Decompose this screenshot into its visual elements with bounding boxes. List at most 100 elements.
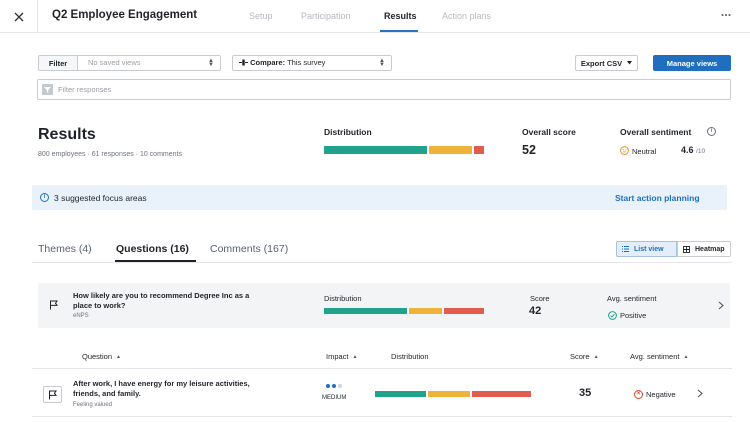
column-question-label: Question xyxy=(82,352,113,361)
summary-distribution-bar xyxy=(324,146,484,154)
row-question[interactable]: After work, I have energy for my leisure… xyxy=(73,379,250,399)
column-question[interactable]: Question ▲ xyxy=(82,352,121,361)
row-question-line2: friends, and family. xyxy=(73,389,141,398)
focus-areas-banner: i 3 suggested focus areas Start action p… xyxy=(32,185,727,210)
overall-score-value: 52 xyxy=(522,143,536,157)
compare-value: This survey xyxy=(287,58,326,67)
distribution-segment xyxy=(428,391,471,397)
flag-button[interactable] xyxy=(43,386,62,403)
row-distribution-bar xyxy=(375,391,531,397)
overall-sentiment-label: Overall sentiment xyxy=(620,127,692,137)
chevron-right-icon[interactable] xyxy=(697,389,703,398)
column-sentiment-label: Avg. sentiment xyxy=(630,352,680,361)
close-button[interactable] xyxy=(9,7,29,27)
flag-icon xyxy=(48,390,57,399)
distribution-segment xyxy=(408,308,443,314)
manage-views-button[interactable]: Manage views xyxy=(653,55,731,71)
compare-select[interactable]: Compare: This survey ▲ ▼ xyxy=(232,55,392,71)
list-view-label: List view xyxy=(634,245,664,253)
impact-dot xyxy=(338,384,342,388)
enps-category: eNPS xyxy=(73,313,89,319)
compare-prefix: Compare: xyxy=(250,58,286,67)
enps-sentiment-value: Positive xyxy=(620,311,647,320)
compare-icon xyxy=(239,59,248,66)
tab-results[interactable]: Results xyxy=(384,11,417,21)
list-view-button[interactable]: List view xyxy=(616,241,677,257)
more-options-button[interactable] xyxy=(718,9,734,23)
filter-button[interactable]: Filter xyxy=(38,55,78,71)
start-action-planning-link[interactable]: Start action planning xyxy=(615,193,700,203)
select-caret-icon: ▲ ▼ xyxy=(379,58,385,68)
filter-responses-input[interactable]: Filter responses xyxy=(37,79,731,100)
impact-dot xyxy=(332,384,336,388)
results-subtitle: 800 employees · 61 responses · 10 commen… xyxy=(38,151,182,158)
enps-question-line1: How likely are you to recommend Degree I… xyxy=(73,291,250,300)
survey-title: Q2 Employee Engagement xyxy=(52,9,198,21)
enps-question: How likely are you to recommend Degree I… xyxy=(73,291,249,311)
distribution-segment xyxy=(429,146,473,154)
list-icon xyxy=(622,246,629,252)
enps-card[interactable]: How likely are you to recommend Degree I… xyxy=(38,283,730,328)
distribution-segment xyxy=(324,308,407,314)
row-score: 35 xyxy=(579,387,592,399)
info-icon[interactable]: i xyxy=(707,127,716,136)
sort-icon: ▲ xyxy=(116,354,121,360)
filter-icon xyxy=(42,84,53,95)
tab-participation[interactable]: Participation xyxy=(301,11,351,21)
sentiment-score-value: 4.6 xyxy=(681,145,694,155)
tabs-divider xyxy=(32,262,732,263)
overall-score-label: Overall score xyxy=(522,127,576,137)
negative-icon: × xyxy=(634,390,643,399)
distribution-segment xyxy=(324,146,428,154)
distribution-segment xyxy=(444,308,484,314)
column-sentiment[interactable]: Avg. sentiment ▲ xyxy=(630,352,688,361)
row-category: Feeling valued xyxy=(73,402,113,408)
impact-dot xyxy=(326,384,330,388)
sort-icon: ▲ xyxy=(352,354,358,360)
enps-score-label: Score xyxy=(530,294,550,303)
tab-themes[interactable]: Themes (4) xyxy=(38,243,92,255)
close-icon xyxy=(14,12,24,22)
saved-views-select[interactable]: No saved views ▲ ▼ xyxy=(77,55,221,71)
impact-label: MEDIUM xyxy=(322,395,347,401)
row-sentiment: Negative xyxy=(646,390,676,399)
sentiment-score: 4.6 /10 xyxy=(681,145,705,155)
column-impact-label: Impact xyxy=(326,352,349,361)
sort-icon: ▲ xyxy=(593,354,599,360)
tab-action-plans[interactable]: Action plans xyxy=(442,11,492,21)
select-caret-icon: ▲ ▼ xyxy=(208,58,214,68)
saved-views-placeholder: No saved views xyxy=(88,58,141,67)
enps-distribution-label: Distribution xyxy=(324,294,362,303)
more-icon xyxy=(721,14,731,16)
active-tab-indicator xyxy=(380,30,418,32)
tab-setup[interactable]: Setup xyxy=(249,11,273,21)
sentiment-label: Neutral xyxy=(632,147,657,156)
column-score[interactable]: Score ▲ xyxy=(570,352,599,361)
column-score-label: Score xyxy=(570,352,590,361)
page-title: Results xyxy=(38,126,96,143)
flag-icon xyxy=(50,300,58,310)
active-subtab-indicator xyxy=(115,260,196,262)
distribution-segment xyxy=(474,146,484,154)
column-impact[interactable]: Impact ▲ xyxy=(326,352,357,361)
tab-comments[interactable]: Comments (167) xyxy=(210,243,289,255)
grid-icon xyxy=(683,245,690,253)
chevron-right-icon[interactable] xyxy=(718,301,724,310)
table-row-divider xyxy=(32,416,732,417)
focus-areas-text: 3 suggested focus areas xyxy=(54,193,147,203)
top-bar: Q2 Employee Engagement Setup Participati… xyxy=(0,0,750,33)
export-csv-button[interactable]: Export CSV xyxy=(575,55,638,71)
enps-distribution-bar xyxy=(324,308,484,314)
divider xyxy=(37,0,38,33)
impact-level-indicator xyxy=(326,384,342,388)
tab-questions[interactable]: Questions (16) xyxy=(116,243,189,255)
filter-responses-placeholder: Filter responses xyxy=(58,85,112,94)
heatmap-button[interactable]: Heatmap xyxy=(677,241,731,257)
row-question-line1: After work, I have energy for my leisure… xyxy=(73,379,250,388)
table-header-divider xyxy=(32,368,732,369)
enps-sentiment-label: Avg. sentiment xyxy=(607,294,657,303)
enps-question-line2: place to work? xyxy=(73,301,126,310)
chevron-down-icon xyxy=(627,61,633,65)
distribution-segment xyxy=(375,391,427,397)
info-icon: i xyxy=(40,193,49,202)
